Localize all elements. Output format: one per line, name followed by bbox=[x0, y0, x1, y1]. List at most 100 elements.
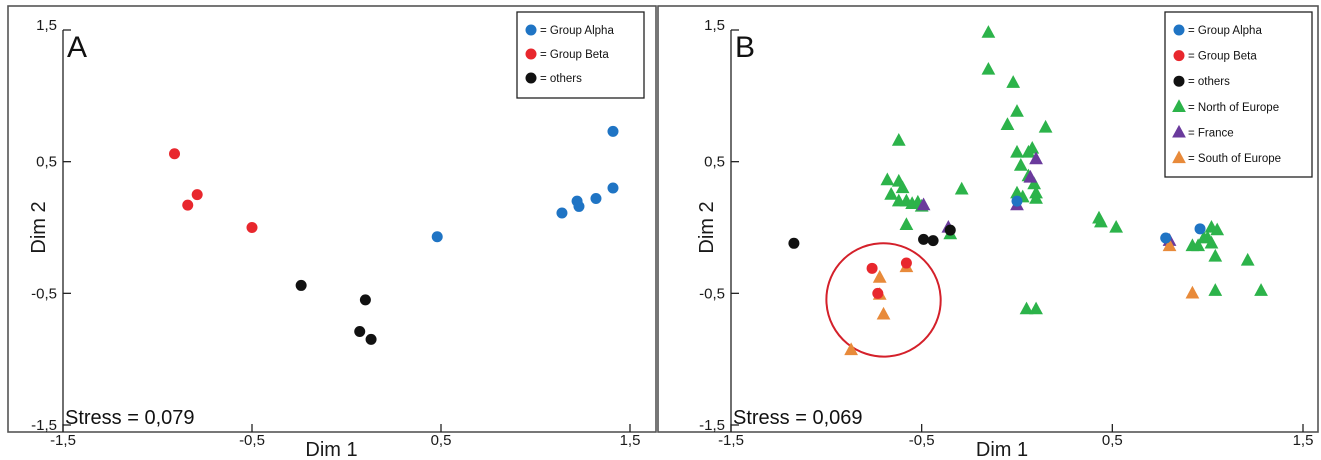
point-group-beta bbox=[246, 222, 258, 233]
legend-marker bbox=[1172, 99, 1186, 112]
point-north-of-europe bbox=[954, 181, 969, 195]
point-north-of-europe bbox=[1000, 117, 1015, 130]
point-north-of-europe bbox=[1010, 104, 1024, 117]
point-others bbox=[788, 237, 800, 249]
point-south-of-europe bbox=[1162, 238, 1177, 252]
point-group-alpha bbox=[571, 195, 583, 207]
point-group-beta bbox=[866, 262, 878, 274]
point-north-of-europe bbox=[1029, 301, 1043, 315]
point-north-of-europe bbox=[1010, 144, 1024, 158]
x-tick-label: 0,5 bbox=[1102, 432, 1123, 449]
x-tick-label: -0,5 bbox=[239, 432, 265, 449]
point-north-of-europe bbox=[1208, 248, 1223, 262]
y-tick-label: -1,5 bbox=[31, 417, 57, 434]
point-north-of-europe bbox=[880, 172, 895, 186]
legend-label: = others bbox=[1188, 76, 1230, 88]
legend-marker bbox=[525, 24, 537, 36]
point-group-alpha bbox=[607, 125, 619, 137]
y-tick-label: -0,5 bbox=[31, 285, 57, 302]
point-others bbox=[295, 279, 307, 291]
point-south-of-europe bbox=[876, 306, 891, 320]
point-north-of-europe bbox=[1208, 283, 1223, 296]
point-others bbox=[918, 233, 930, 245]
panel-frame bbox=[7, 5, 657, 433]
point-group-beta bbox=[191, 189, 203, 201]
y-tick-label: 1,5 bbox=[704, 17, 725, 34]
point-group-alpha bbox=[1160, 232, 1172, 244]
point-france bbox=[1023, 169, 1038, 183]
point-group-beta bbox=[872, 287, 884, 299]
x-axis-label: Dim 1 bbox=[305, 439, 357, 460]
group-ellipse bbox=[825, 242, 942, 358]
y-tick-label: -1,5 bbox=[699, 417, 725, 434]
panel-frame bbox=[657, 5, 1319, 433]
point-north-of-europe bbox=[1006, 75, 1021, 88]
point-north-of-europe bbox=[1094, 214, 1108, 228]
legend-label: = Group Alpha bbox=[540, 25, 614, 37]
panel-letter: B bbox=[735, 31, 755, 64]
point-group-alpha bbox=[607, 182, 619, 194]
point-north-of-europe bbox=[899, 217, 914, 231]
point-north-of-europe bbox=[1109, 219, 1124, 233]
point-north-of-europe bbox=[1029, 190, 1043, 204]
point-north-of-europe bbox=[1254, 283, 1268, 296]
x-tick-label: 1,5 bbox=[1293, 432, 1314, 449]
y-tick-label: 0,5 bbox=[704, 154, 725, 171]
legend-marker bbox=[1173, 75, 1185, 87]
panel-b: 1,5 0,5 -0,5 -1,5-1,5 -0,5 0,5 1,5 Dim 1 Dim 2 B S… bbox=[657, 5, 1319, 460]
x-tick-label: -1,5 bbox=[718, 432, 744, 449]
y-axis-label: Dim 2 bbox=[28, 201, 50, 253]
legend-label: = South of Europe bbox=[1188, 153, 1281, 165]
point-others bbox=[359, 294, 371, 306]
point-north-of-europe bbox=[981, 61, 996, 75]
legend-marker bbox=[525, 72, 537, 84]
legend-marker bbox=[1172, 124, 1186, 138]
legend-box bbox=[516, 11, 645, 99]
legend-box bbox=[1164, 11, 1313, 178]
point-north-of-europe bbox=[1027, 176, 1042, 190]
point-south-of-europe bbox=[844, 342, 858, 356]
point-north-of-europe bbox=[1019, 301, 1034, 315]
legend-marker bbox=[1173, 50, 1185, 62]
y-axis-label: Dim 2 bbox=[696, 201, 718, 253]
legend-label: = North of Europe bbox=[1188, 102, 1279, 114]
x-axis-label: Dim 1 bbox=[976, 439, 1028, 460]
point-others bbox=[365, 333, 377, 345]
point-others bbox=[944, 224, 956, 236]
legend-label: = Group Beta bbox=[1188, 51, 1257, 63]
point-south-of-europe bbox=[1185, 285, 1200, 299]
point-france bbox=[1029, 151, 1043, 165]
point-south-of-europe bbox=[872, 269, 887, 283]
point-group-alpha bbox=[556, 207, 568, 219]
point-group-beta bbox=[182, 199, 194, 211]
legend-label: = France bbox=[1188, 127, 1234, 139]
point-group-alpha bbox=[431, 231, 443, 243]
x-tick-label: -0,5 bbox=[909, 432, 935, 449]
x-tick-label: -1,5 bbox=[50, 432, 76, 449]
point-group-alpha bbox=[1011, 195, 1023, 207]
panel-letter: A bbox=[67, 31, 87, 64]
legend-marker bbox=[1172, 150, 1186, 164]
point-others bbox=[354, 326, 366, 338]
point-north-of-europe bbox=[1038, 119, 1053, 133]
point-north-of-europe bbox=[891, 133, 906, 146]
point-north-of-europe bbox=[1021, 144, 1036, 158]
point-group-beta bbox=[169, 148, 181, 160]
point-group-alpha bbox=[590, 193, 602, 205]
y-tick-label: 1,5 bbox=[36, 17, 57, 34]
point-north-of-europe bbox=[895, 180, 910, 194]
point-north-of-europe bbox=[1210, 222, 1225, 236]
point-north-of-europe bbox=[1013, 158, 1028, 171]
y-tick-label: 0,5 bbox=[36, 154, 57, 171]
legend-marker bbox=[1173, 24, 1185, 36]
x-tick-label: 1,5 bbox=[620, 432, 641, 449]
panel-a: 1,5 0,5 -0,5 -1,5-1,5 -0,5 0,5 1,5 Dim 1 Dim 2 A S… bbox=[7, 5, 657, 460]
x-tick-label: 0,5 bbox=[431, 432, 452, 449]
stress-label: Stress = 0,069 bbox=[733, 407, 863, 429]
point-north-of-europe bbox=[1204, 235, 1219, 249]
point-france bbox=[916, 197, 931, 211]
legend-label: = Group Alpha bbox=[1188, 25, 1262, 37]
stress-label: Stress = 0,079 bbox=[65, 407, 195, 429]
point-north-of-europe bbox=[1240, 252, 1255, 266]
